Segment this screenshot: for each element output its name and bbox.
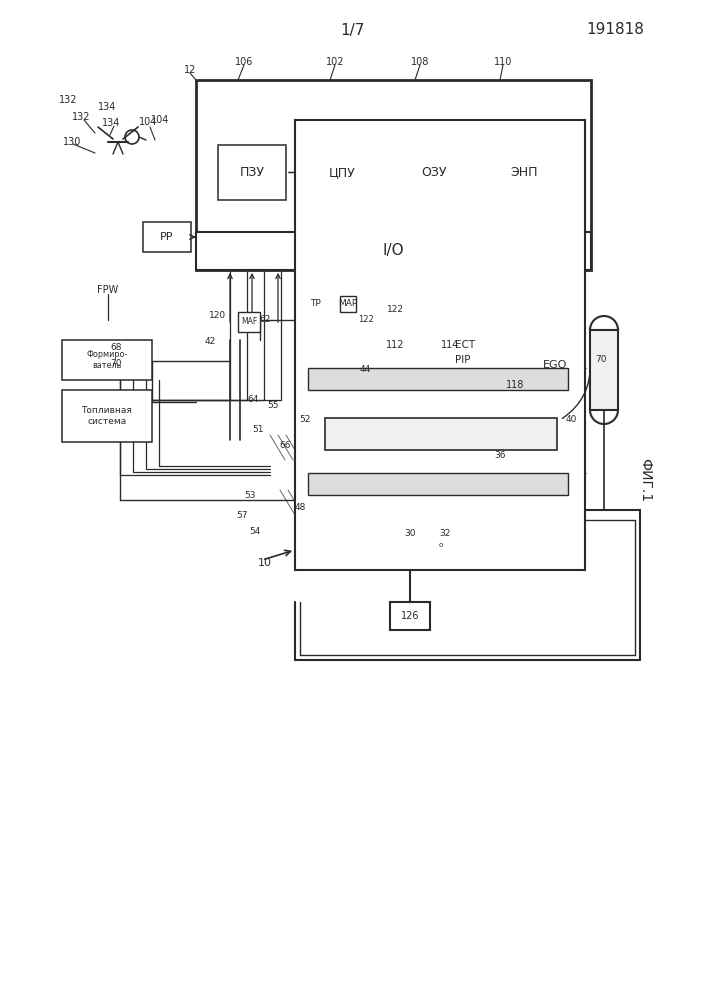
- Text: 106: 106: [235, 57, 253, 67]
- Text: ОЗУ: ОЗУ: [422, 166, 447, 179]
- Bar: [143, 222, 191, 252]
- Bar: [400, 145, 468, 200]
- Text: ЭНП: ЭНП: [510, 166, 538, 179]
- Text: 48: 48: [294, 504, 306, 512]
- Bar: [196, 80, 591, 270]
- Text: 36: 36: [494, 450, 505, 460]
- Text: EGO: EGO: [543, 360, 568, 370]
- Text: TP: TP: [309, 298, 320, 308]
- Bar: [308, 473, 568, 495]
- Text: 122: 122: [358, 316, 374, 324]
- Text: 108: 108: [411, 57, 429, 67]
- Text: 40: 40: [565, 416, 577, 424]
- Text: 132: 132: [59, 95, 78, 105]
- Text: 120: 120: [209, 310, 226, 320]
- Bar: [196, 232, 591, 270]
- Text: 54: 54: [250, 528, 261, 536]
- Text: 62: 62: [259, 316, 271, 324]
- Text: 10: 10: [258, 558, 272, 568]
- Text: ECT: ECT: [455, 340, 475, 350]
- Text: MAF: MAF: [241, 318, 257, 326]
- Text: 126: 126: [400, 611, 419, 621]
- Text: 68: 68: [110, 344, 121, 353]
- Text: 30: 30: [404, 528, 416, 538]
- Text: 191818: 191818: [586, 22, 644, 37]
- Text: РР: РР: [160, 232, 173, 242]
- Text: 12: 12: [184, 65, 196, 75]
- Bar: [306, 145, 378, 200]
- Text: 134: 134: [98, 102, 116, 112]
- Text: FPW: FPW: [97, 285, 118, 295]
- Text: 32: 32: [439, 528, 450, 538]
- Text: 114: 114: [441, 340, 459, 350]
- Text: 64: 64: [247, 395, 258, 404]
- Bar: [390, 602, 430, 630]
- Circle shape: [590, 396, 618, 424]
- Text: 70: 70: [110, 359, 121, 367]
- Text: o: o: [439, 542, 443, 548]
- Bar: [238, 312, 260, 332]
- Bar: [490, 145, 558, 200]
- Text: 44: 44: [360, 365, 372, 374]
- Text: Топливная
система: Топливная система: [82, 406, 133, 426]
- Bar: [218, 145, 286, 200]
- Text: 130: 130: [63, 137, 81, 147]
- Text: 53: 53: [244, 490, 256, 499]
- Text: ЦПУ: ЦПУ: [329, 166, 355, 179]
- Text: 102: 102: [326, 57, 344, 67]
- Bar: [308, 368, 568, 390]
- Text: 51: 51: [252, 426, 264, 434]
- Text: 104: 104: [139, 117, 157, 127]
- Text: 52: 52: [300, 416, 311, 424]
- Bar: [62, 390, 152, 442]
- Text: 42: 42: [204, 338, 216, 347]
- Text: 70: 70: [595, 356, 606, 364]
- Text: I/O: I/O: [383, 243, 404, 258]
- Text: 118: 118: [505, 380, 525, 390]
- Text: ПЗУ: ПЗУ: [240, 166, 264, 179]
- Text: MAP: MAP: [338, 298, 357, 308]
- Text: Формиро-
ватель: Формиро- ватель: [86, 350, 128, 370]
- Bar: [590, 330, 618, 410]
- Text: 55: 55: [267, 400, 278, 410]
- Text: ФИГ.1: ФИГ.1: [638, 458, 652, 502]
- Text: 112: 112: [386, 340, 404, 350]
- Text: 1/7: 1/7: [340, 22, 364, 37]
- Bar: [325, 418, 557, 450]
- Text: 134: 134: [102, 118, 121, 128]
- Text: 66: 66: [279, 440, 290, 450]
- Text: PIP: PIP: [455, 355, 470, 365]
- Text: 110: 110: [493, 57, 513, 67]
- Text: 122: 122: [386, 306, 403, 314]
- Bar: [295, 120, 585, 570]
- Bar: [340, 296, 356, 312]
- Text: 132: 132: [72, 112, 90, 122]
- Text: 104: 104: [151, 115, 169, 125]
- Text: 57: 57: [236, 510, 247, 520]
- Bar: [62, 340, 152, 380]
